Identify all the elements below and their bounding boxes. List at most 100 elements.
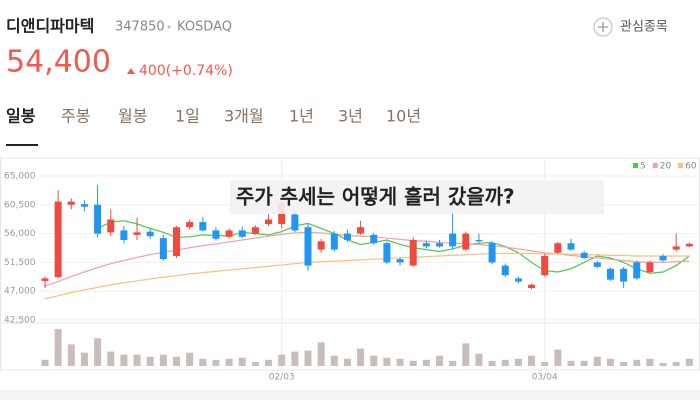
y-tick-label: 60,500 bbox=[4, 200, 36, 210]
tab[interactable]: 주봉 bbox=[61, 107, 90, 126]
candle-body bbox=[593, 262, 601, 267]
candle-body bbox=[488, 243, 496, 263]
volume-bar bbox=[212, 359, 220, 366]
candle-body bbox=[199, 222, 207, 231]
volume-bar bbox=[606, 358, 614, 366]
volume-bar bbox=[41, 359, 49, 366]
volume-bar bbox=[685, 358, 693, 366]
volume-bar bbox=[659, 362, 667, 366]
volume-bar bbox=[186, 352, 194, 366]
candle-body bbox=[173, 227, 180, 256]
price: 54,400 bbox=[6, 45, 111, 80]
candle-body bbox=[212, 230, 220, 239]
candle-body bbox=[396, 259, 404, 263]
volume-bar bbox=[462, 343, 470, 366]
y-tick-label: 56,000 bbox=[4, 229, 36, 239]
candle-body bbox=[659, 256, 667, 261]
volume-bar bbox=[173, 356, 180, 366]
candle-body bbox=[186, 222, 194, 228]
candle-body bbox=[567, 243, 575, 250]
watchlist-button[interactable]: 관심종목 bbox=[593, 17, 668, 37]
candle-body bbox=[633, 262, 641, 279]
candle-body bbox=[672, 246, 680, 250]
legend-label: 60 bbox=[685, 162, 697, 172]
legend-swatch bbox=[678, 163, 684, 168]
candle-body bbox=[554, 243, 562, 253]
candle-body bbox=[41, 278, 49, 281]
candle-body bbox=[159, 238, 167, 260]
volume-bar bbox=[436, 355, 443, 366]
legend-swatch bbox=[633, 163, 638, 168]
volume-bar bbox=[449, 360, 457, 366]
candle-body bbox=[606, 268, 614, 280]
tab[interactable]: 월봉 bbox=[118, 107, 147, 126]
candle-body bbox=[330, 233, 338, 250]
volume-bar bbox=[541, 361, 549, 366]
volume-bar bbox=[422, 359, 430, 366]
ma-line bbox=[97, 220, 690, 274]
tab[interactable]: 1년 bbox=[289, 107, 314, 126]
y-tick-label: 51,500 bbox=[4, 258, 36, 268]
candle-body bbox=[449, 233, 457, 247]
candle-body bbox=[251, 227, 259, 234]
volume-bar bbox=[488, 360, 496, 366]
x-tick-label: 02/03 bbox=[269, 373, 295, 383]
volume-bar bbox=[633, 359, 641, 366]
volume-bar bbox=[620, 361, 628, 366]
candle-body bbox=[580, 252, 588, 258]
stock-market: KOSDAQ bbox=[177, 20, 232, 35]
candle-body bbox=[383, 243, 391, 263]
candle-body bbox=[501, 265, 509, 276]
tab[interactable]: 3년 bbox=[338, 107, 363, 126]
candle-body bbox=[54, 201, 62, 278]
candle-body bbox=[514, 278, 522, 282]
legend-swatch bbox=[652, 163, 658, 168]
up-arrow bbox=[127, 68, 135, 74]
volume-bar bbox=[383, 357, 391, 366]
volume-bar bbox=[672, 361, 680, 366]
volume-bar bbox=[291, 351, 299, 366]
candle-body bbox=[291, 214, 299, 231]
candle-body bbox=[146, 231, 154, 237]
legend: 5 20 60 bbox=[633, 162, 697, 172]
volume-bar bbox=[370, 355, 378, 366]
tab[interactable]: 1일 bbox=[175, 107, 200, 126]
candle-body bbox=[304, 227, 312, 266]
candle-body bbox=[107, 219, 115, 233]
stock-name: 디앤디파마텍 bbox=[6, 17, 94, 36]
volume-bar bbox=[265, 359, 273, 366]
candle-body bbox=[238, 230, 246, 237]
candle-body bbox=[67, 201, 75, 205]
volume-bar bbox=[409, 360, 417, 366]
candle-body bbox=[94, 204, 102, 234]
candle-body bbox=[370, 234, 378, 244]
volume-bar bbox=[94, 338, 102, 366]
y-tick-label: 65,000 bbox=[4, 172, 36, 182]
candle-body bbox=[646, 262, 654, 272]
candle-body bbox=[475, 240, 483, 242]
watchlist-label: 관심종목 bbox=[620, 20, 668, 35]
volume-bar bbox=[317, 342, 325, 366]
price-change: 400(+0.74%) bbox=[139, 63, 233, 79]
candle-body bbox=[317, 241, 325, 250]
tabs: 일봉 주봉 월봉 1일 3개월 1년 3년 10년 bbox=[6, 107, 421, 126]
candle-body bbox=[685, 243, 693, 247]
legend-label: 5 bbox=[640, 162, 646, 172]
volume-bar bbox=[133, 354, 141, 366]
y-tick-label: 42,500 bbox=[4, 316, 36, 326]
volume-bar bbox=[238, 357, 246, 366]
volume-bar bbox=[278, 354, 286, 366]
tab[interactable]: 일봉 bbox=[6, 107, 36, 126]
candle-body bbox=[80, 204, 88, 207]
candle-body bbox=[620, 268, 628, 282]
tab[interactable]: 10년 bbox=[386, 107, 421, 126]
stock-code: 347850 bbox=[115, 20, 165, 35]
volume-bar bbox=[54, 329, 62, 366]
candle-body bbox=[133, 232, 141, 235]
candle-body bbox=[541, 256, 549, 276]
volume-bar bbox=[357, 348, 365, 366]
volume-bar bbox=[528, 355, 536, 366]
candle-body bbox=[528, 284, 536, 288]
volume-bar bbox=[146, 356, 154, 366]
tab[interactable]: 3개월 bbox=[224, 107, 264, 126]
